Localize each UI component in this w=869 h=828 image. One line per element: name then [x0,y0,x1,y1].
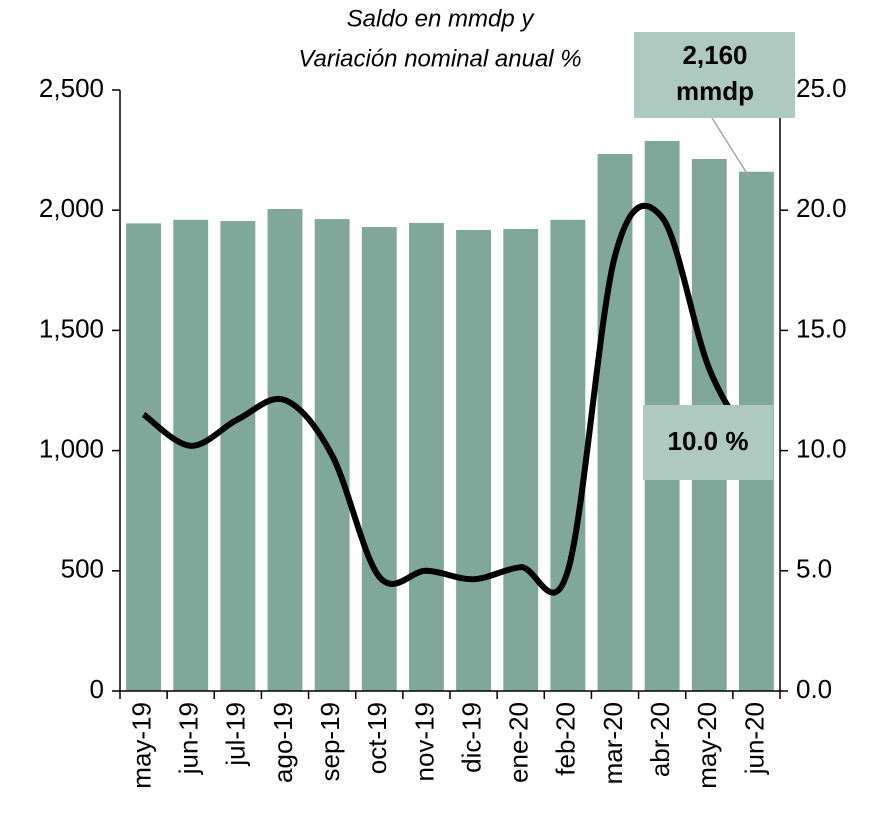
x-tick-label: mar-20 [598,702,628,784]
bar [550,219,586,692]
x-tick-label: jul-19 [221,702,251,767]
x-tick-label: jun-20 [739,702,769,775]
leader-line [711,117,750,177]
annotation-box [643,405,773,480]
bar [456,229,492,692]
y-tick-label: 2,000 [39,193,104,223]
y2-tick-label: 25.0 [796,73,847,103]
x-tick-label: feb-20 [551,702,581,776]
y-tick-label: 0 [90,674,104,704]
y2-tick-label: 15.0 [796,313,847,343]
bar [361,227,397,691]
y-tick-label: 2,500 [39,73,104,103]
bar [126,223,162,691]
x-tick-label: may-20 [692,702,722,789]
y2-tick-label: 10.0 [796,433,847,463]
x-tick-label: dic-19 [456,702,486,773]
subtitle: Variación nominal anual % [298,45,581,72]
annotation-box [634,32,795,118]
x-tick-label: abr-20 [645,702,675,777]
x-tick-label: ene-20 [504,702,534,783]
y2-tick-label: 20.0 [796,193,847,223]
unit-label: mmdp [676,76,754,106]
bar [503,228,539,691]
value-label: 10.0 % [668,426,749,456]
y-tick-label: 1,000 [39,433,104,463]
bar [597,153,633,691]
x-tick-label: may-19 [126,702,156,789]
x-tick-label: ago-19 [268,702,298,783]
x-tick-label: nov-19 [409,702,439,782]
bar [408,222,444,691]
bar [173,219,209,692]
x-tick-label: sep-19 [315,702,345,782]
y2-tick-label: 5.0 [796,554,832,584]
x-tick-label: oct-19 [362,702,392,774]
line [141,202,760,596]
x-tick-label: jun-19 [174,702,204,775]
bar [267,208,303,692]
value-label: 2,160 [682,40,747,70]
y2-tick-label: 0.0 [796,674,832,704]
y-tick-label: 500 [61,554,104,584]
y-tick-label: 1,500 [39,313,104,343]
bar [220,221,256,691]
subtitle: Saldo en mmdp y [347,5,536,32]
